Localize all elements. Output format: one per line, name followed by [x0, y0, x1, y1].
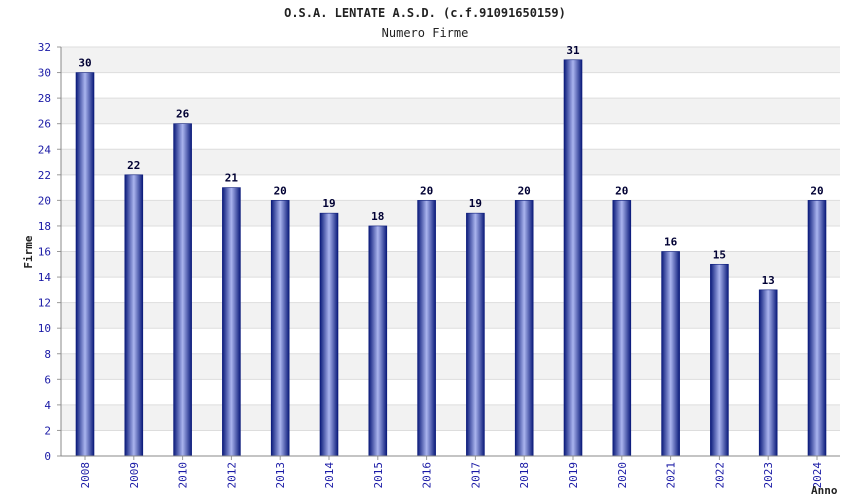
bar: [368, 225, 388, 457]
chart-title: O.S.A. LENTATE A.S.D. (c.f.91091650159): [284, 6, 566, 20]
x-tick-label: 2009: [128, 462, 141, 489]
bar: [710, 263, 729, 457]
x-tick-label: 2014: [323, 462, 336, 489]
bar: [319, 212, 339, 457]
y-tick-label: 6: [44, 373, 51, 386]
bar-value-label: 22: [127, 159, 140, 172]
y-tick-label: 26: [38, 118, 51, 131]
x-tick-label: 2016: [421, 462, 434, 489]
bar: [173, 123, 192, 457]
bar: [758, 289, 778, 457]
bar: [222, 187, 241, 457]
y-tick-label: 4: [44, 399, 51, 412]
y-tick-label: 0: [44, 450, 51, 463]
x-tick-label: 2020: [616, 462, 629, 489]
y-tick-label: 10: [38, 322, 51, 335]
bar-value-label: 21: [225, 172, 239, 185]
x-tick-label: 2010: [177, 462, 190, 489]
x-tick-label: 2008: [79, 462, 92, 489]
bar: [661, 251, 680, 457]
y-tick-label: 30: [38, 67, 51, 80]
x-tick-label: 2019: [567, 462, 580, 489]
bar: [270, 200, 290, 457]
x-tick-label: 2021: [665, 462, 678, 489]
x-tick-label: 2015: [372, 462, 385, 489]
y-tick-label: 18: [38, 220, 51, 233]
bar-value-label: 15: [713, 248, 726, 261]
y-tick-label: 14: [38, 271, 52, 284]
y-tick-label: 8: [44, 348, 51, 361]
bar: [124, 174, 144, 457]
bar-value-label: 18: [371, 210, 384, 223]
y-tick-label: 12: [38, 297, 51, 310]
y-tick-label: 32: [38, 41, 51, 54]
grid-band: [61, 47, 840, 73]
bar-value-label: 20: [518, 184, 531, 197]
bar-value-label: 31: [566, 44, 580, 57]
y-tick-label: 2: [44, 424, 51, 437]
bar: [75, 72, 95, 457]
bar-value-label: 20: [615, 184, 628, 197]
bars: [75, 59, 827, 457]
bar-value-label: 26: [176, 108, 190, 121]
y-axis-label: Firme: [22, 235, 35, 268]
x-tick-label: 2023: [762, 462, 775, 489]
chart-subtitle: Numero Firme: [382, 26, 469, 40]
x-tick-label: 2022: [713, 462, 726, 489]
bar: [807, 200, 827, 457]
y-tick-label: 24: [38, 143, 52, 156]
x-tick-label: 2024: [811, 462, 824, 489]
x-axis-ticks: 2008 2009 2010 2012 2013 2014 2015 2016 2017 2018…: [79, 456, 824, 489]
bar-value-label: 20: [810, 184, 823, 197]
bar: [612, 200, 632, 457]
bar: [466, 212, 485, 457]
bar-labels: 30 22 26 21 20 19 18 20 19 20 31 20 16 15 13 20: [78, 44, 823, 287]
grid-band: [61, 98, 840, 124]
bar-value-label: 16: [664, 236, 678, 249]
y-tick-label: 28: [38, 92, 51, 105]
x-tick-label: 2018: [518, 462, 531, 489]
x-axis-label: Anno: [811, 484, 838, 497]
y-tick-label: 16: [38, 246, 51, 259]
x-tick-label: 2013: [274, 462, 287, 489]
x-tick-label: 2012: [225, 462, 238, 489]
bar-value-label: 19: [469, 197, 482, 210]
x-tick-label: 2017: [469, 462, 482, 489]
bar-value-label: 30: [78, 57, 91, 70]
bar-value-label: 20: [420, 184, 433, 197]
bar: [514, 200, 534, 457]
y-tick-label: 22: [38, 169, 51, 182]
bar-value-label: 20: [274, 184, 287, 197]
bar-value-label: 13: [762, 274, 775, 287]
y-tick-label: 20: [38, 194, 51, 207]
bar: [563, 59, 583, 457]
bar-value-label: 19: [322, 197, 335, 210]
bar: [417, 200, 436, 457]
